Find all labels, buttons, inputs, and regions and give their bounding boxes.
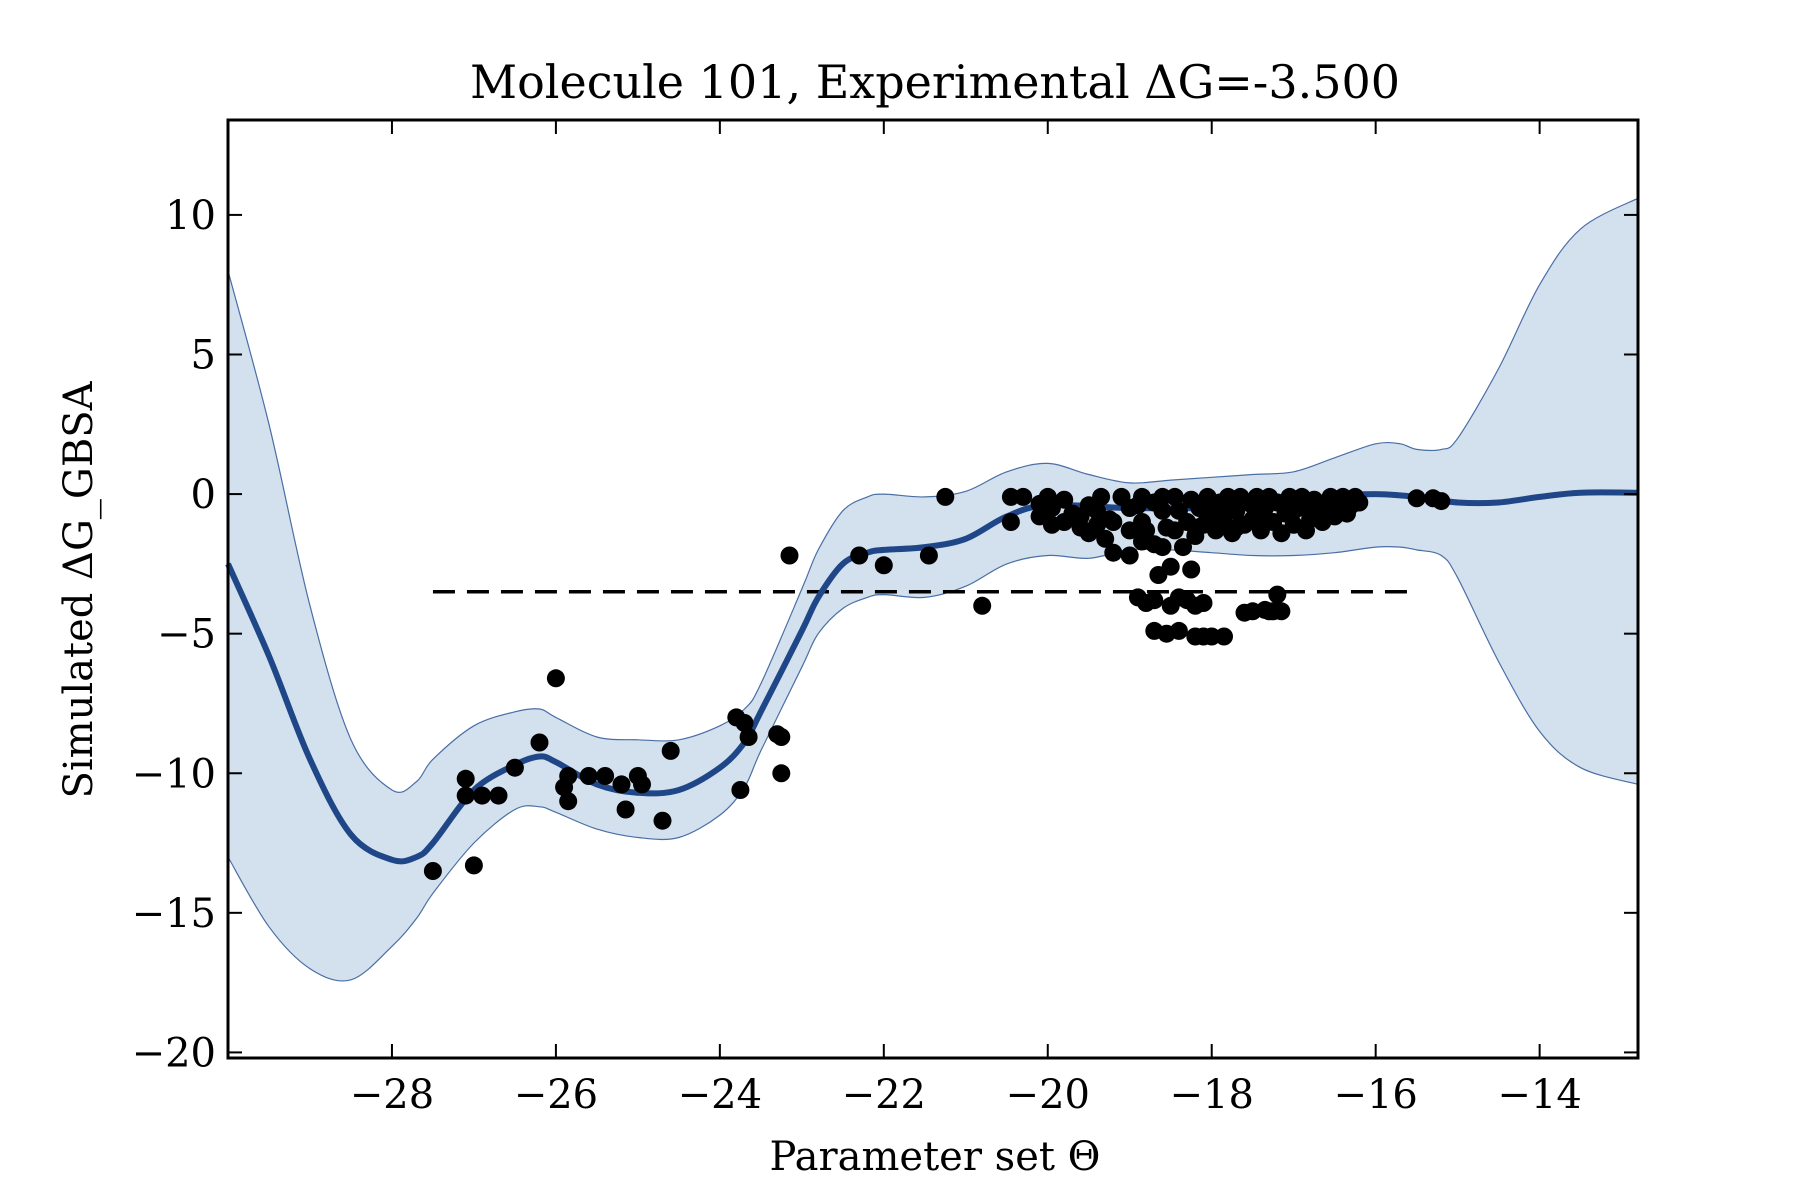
- data-point: [612, 775, 631, 794]
- data-point: [919, 546, 938, 565]
- data-point: [739, 728, 758, 746]
- confidence-band-layer: [227, 197, 1639, 982]
- chart-title: Molecule 101, Experimental ΔG=-3.500: [470, 55, 1400, 109]
- data-point: [1104, 513, 1123, 531]
- data-point: [1145, 591, 1164, 610]
- x-tick-label: −18: [1170, 1072, 1254, 1118]
- mean-line-layer: [225, 489, 1639, 865]
- axes-layer: −28 −26 −24 −22 −20 −18 −16 −14 10 5 0 −5 −10 −15 −20: [132, 118, 1640, 1118]
- y-tick-label: 0: [191, 472, 216, 518]
- data-point: [731, 781, 750, 799]
- data-point: [1219, 493, 1238, 512]
- mean-prediction-line: [225, 489, 1639, 865]
- data-point: [1001, 513, 1020, 531]
- data-point: [423, 862, 442, 880]
- data-point: [1350, 493, 1369, 512]
- x-tick-label: −24: [678, 1072, 762, 1118]
- data-point: [973, 596, 992, 615]
- data-point: [546, 669, 565, 688]
- data-point: [1301, 496, 1320, 515]
- data-point: [661, 741, 680, 760]
- data-point: [1001, 487, 1020, 506]
- data-point: [1055, 490, 1074, 509]
- data-point: [1272, 602, 1291, 621]
- x-tick-label: −20: [1006, 1072, 1090, 1118]
- data-point: [1284, 501, 1303, 520]
- upper-bound-line: [227, 197, 1639, 793]
- data-point: [456, 786, 475, 805]
- data-point: [1071, 507, 1090, 526]
- data-point: [1202, 499, 1221, 517]
- y-tick-label: −5: [157, 612, 216, 658]
- plot-frame: [226, 118, 1640, 1060]
- data-point: [1153, 501, 1172, 520]
- x-tick-label: −22: [842, 1072, 926, 1118]
- data-point: [1137, 521, 1156, 540]
- data-point: [456, 769, 475, 788]
- data-point: [559, 792, 578, 811]
- scatter-points-layer: [423, 487, 1451, 880]
- data-point: [1165, 487, 1184, 506]
- data-point: [559, 767, 578, 785]
- data-point: [1251, 504, 1270, 523]
- data-point: [1186, 518, 1205, 537]
- data-point: [1104, 543, 1123, 562]
- data-point: [489, 786, 508, 805]
- data-point: [1169, 621, 1188, 640]
- x-tick-label: −16: [1333, 1072, 1417, 1118]
- y-tick-label: −20: [132, 1030, 216, 1076]
- data-point: [653, 811, 672, 830]
- data-point: [505, 758, 524, 777]
- data-point: [772, 764, 791, 783]
- x-axis-label: Parameter set Θ: [770, 1134, 1101, 1180]
- data-point: [874, 556, 893, 575]
- data-point: [1153, 487, 1172, 506]
- data-point: [530, 733, 549, 752]
- data-point: [780, 546, 799, 565]
- y-tick-label: −10: [132, 751, 216, 797]
- y-tick-label: −15: [132, 891, 216, 937]
- data-point: [1055, 513, 1074, 531]
- data-point: [1096, 529, 1115, 548]
- data-point: [1235, 603, 1254, 622]
- data-point: [1186, 627, 1205, 646]
- data-point: [1092, 487, 1111, 506]
- data-point: [633, 775, 651, 794]
- data-point: [1030, 507, 1049, 526]
- data-point: [1153, 538, 1172, 557]
- confidence-band: [228, 198, 1638, 981]
- data-point: [772, 728, 791, 746]
- data-point: [936, 487, 955, 506]
- y-axis-label: Simulated ΔG_GBSA: [56, 380, 102, 798]
- data-point: [464, 856, 483, 875]
- data-point: [1161, 557, 1180, 576]
- lower-bound-line: [227, 545, 1639, 982]
- data-point: [1182, 560, 1201, 579]
- data-point: [735, 714, 754, 732]
- data-point: [1128, 496, 1147, 515]
- data-point: [1268, 585, 1287, 604]
- y-tick-label: 10: [165, 193, 216, 239]
- data-point: [1014, 487, 1033, 506]
- data-point: [1174, 538, 1192, 557]
- data-point: [1227, 518, 1246, 537]
- x-tick-label: −26: [514, 1072, 598, 1118]
- data-point: [1432, 492, 1451, 511]
- data-point: [1407, 489, 1426, 508]
- x-tick-label: −14: [1497, 1072, 1581, 1118]
- x-tick-label: −28: [350, 1072, 434, 1118]
- data-point: [616, 800, 635, 819]
- data-point: [1120, 546, 1139, 565]
- data-point: [1194, 594, 1213, 612]
- data-point: [596, 767, 615, 785]
- y-tick-label: 5: [191, 333, 216, 379]
- data-point: [473, 786, 492, 805]
- data-point: [850, 546, 869, 565]
- data-point: [1169, 501, 1188, 520]
- data-point: [579, 767, 598, 785]
- data-point: [1088, 501, 1106, 520]
- data-point: [1215, 627, 1233, 646]
